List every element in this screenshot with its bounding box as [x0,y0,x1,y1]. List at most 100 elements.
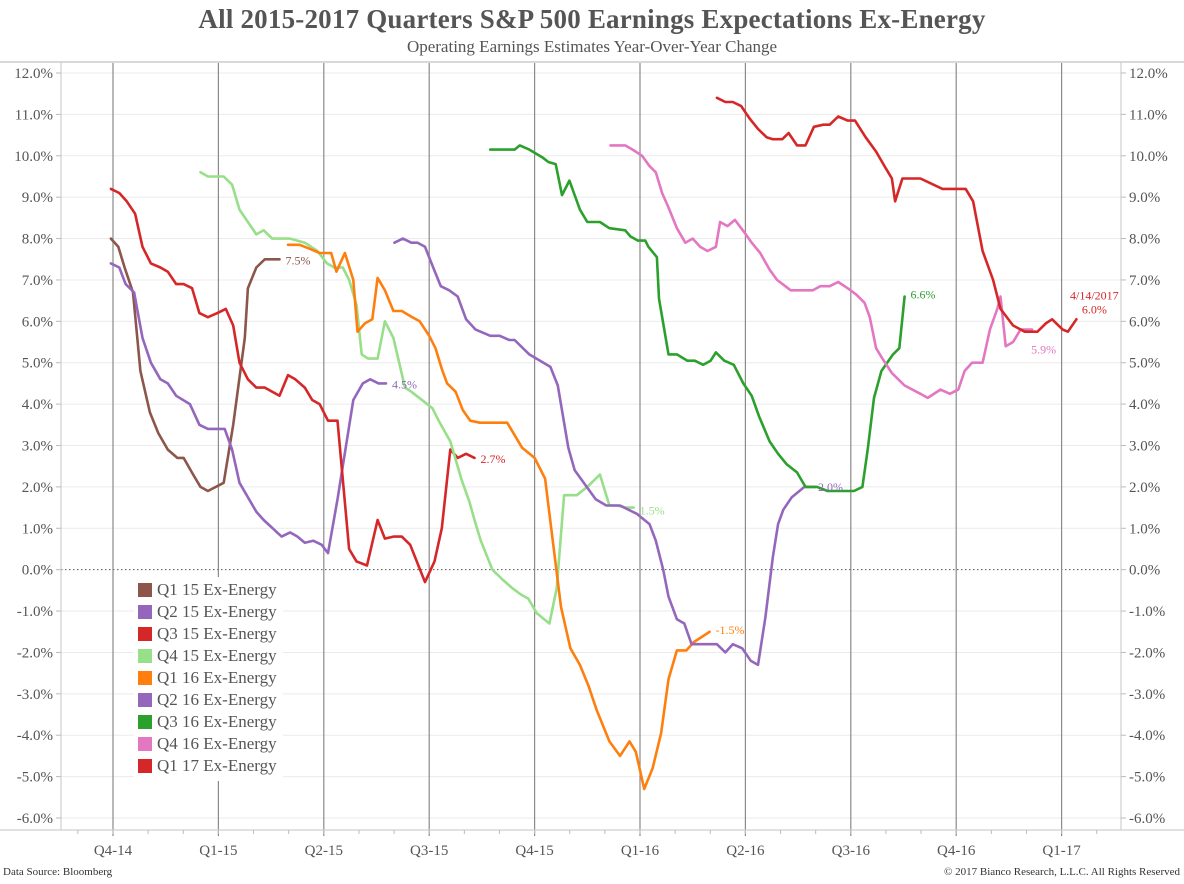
y-tick-label-right: 10.0% [1129,149,1168,165]
x-tick-label: Q3-15 [410,843,448,859]
y-tick-label-right: 2.0% [1129,480,1160,496]
x-tick-label: Q2-16 [726,843,765,859]
y-tick-label-right: 1.0% [1129,521,1160,537]
x-tick-label: Q1-15 [199,843,237,859]
x-tick-label: Q1-17 [1042,843,1081,859]
y-tick-label-right: 9.0% [1129,190,1160,206]
y-tick-label-left: 8.0% [22,232,53,248]
legend-label: Q4 16 Ex-Energy [157,734,277,753]
y-tick-label-left: 0.0% [22,563,53,579]
y-tick-label-right: 4.0% [1129,397,1160,413]
y-tick-label-right: 0.0% [1129,563,1160,579]
y-tick-label-right: -4.0% [1129,728,1165,744]
legend-label: Q1 15 Ex-Energy [157,580,277,599]
y-tick-label-right: 7.0% [1129,273,1160,289]
series-line-q4-15-ex-energy [199,171,636,625]
y-tick-label-right: -2.0% [1129,645,1165,661]
y-tick-label-right: 11.0% [1129,107,1167,123]
x-tick-label: Q4-15 [515,843,553,859]
legend-swatch [138,671,152,685]
legend-label: Q4 15 Ex-Energy [157,646,277,665]
y-tick-label-left: 1.0% [22,521,53,537]
legend-swatch [138,649,152,663]
legend-item: Q3 16 Ex-Energy [138,711,277,733]
y-tick-label-right: 6.0% [1129,314,1160,330]
legend-swatch [138,627,152,641]
end-value-label: 4.5% [392,377,417,391]
end-value-label: 6.0% [1082,302,1107,316]
y-tick-label-left: 7.0% [22,273,53,289]
legend-swatch [138,605,152,619]
y-tick-label-right: -1.0% [1129,604,1165,620]
end-value-label: 2.7% [481,452,506,466]
legend-label: Q1 17 Ex-Energy [157,756,277,775]
end-value-label: 2.0% [818,480,843,494]
legend-swatch [138,759,152,773]
legend-item: Q1 16 Ex-Energy [138,667,277,689]
series-line-q2-16-ex-energy [393,237,817,667]
legend-label: Q2 15 Ex-Energy [157,602,277,621]
y-tick-label-left: 4.0% [22,397,53,413]
series-line-q4-16-ex-energy [609,144,1034,400]
y-tick-label-left: -3.0% [17,687,53,703]
y-tick-label-right: -3.0% [1129,687,1165,703]
series-line-q3-15-ex-energy [109,187,476,584]
y-tick-label-left: -6.0% [17,811,53,827]
legend-swatch [138,737,152,751]
legend-label: Q2 16 Ex-Energy [157,690,277,709]
end-date-label: 4/14/2017 [1070,288,1119,302]
end-value-label: 5.9% [1031,343,1056,357]
y-tick-label-right: 12.0% [1129,66,1168,82]
y-tick-label-left: 11.0% [15,107,53,123]
series-line-q1-16-ex-energy [286,243,711,791]
x-tick-label: Q4-16 [937,843,976,859]
legend-swatch [138,693,152,707]
legend-item: Q4 15 Ex-Energy [138,645,277,667]
copyright-note: © 2017 Bianco Research, L.L.C. All Right… [944,866,1180,878]
y-tick-label-left: -5.0% [17,770,53,786]
y-tick-label-left: 9.0% [22,190,53,206]
legend-item: Q1 17 Ex-Energy [138,755,277,777]
series-line-q2-15-ex-energy [109,262,388,555]
legend-item: Q2 15 Ex-Energy [138,601,277,623]
legend-item: Q1 15 Ex-Energy [138,579,277,601]
series-line-q3-16-ex-energy [488,144,906,493]
y-tick-label-right: 3.0% [1129,439,1160,455]
data-labels: 7.5% 4.5% 2.7% 1.5% -1.5% 2.0% 6.6% 5.9% 6.0%4/1… [286,253,1119,637]
y-tick-label-right: 5.0% [1129,356,1160,372]
legend-item: Q4 16 Ex-Energy [138,733,277,755]
y-tick-label-left: 10.0% [14,149,53,165]
x-tick-label: Q2-15 [305,843,343,859]
y-tick-label-right: 8.0% [1129,232,1160,248]
legend: Q1 15 Ex-Energy Q2 15 Ex-Energy Q3 15 Ex-E… [134,577,283,781]
legend-swatch [138,715,152,729]
legend-label: Q1 16 Ex-Energy [157,668,277,687]
y-tick-label-left: -4.0% [17,728,53,744]
x-tick-label: Q3-16 [832,843,871,859]
y-tick-label-left: 3.0% [22,439,53,455]
end-value-label: -1.5% [716,623,745,637]
axes: 12.0% 12.0% 11.0% 11.0% 10.0% 10.0% 9.0% 9.0% 8.… [0,61,1184,859]
y-tick-label-left: -2.0% [17,645,53,661]
y-tick-label-left: 12.0% [14,66,53,82]
data-source-note: Data Source: Bloomberg [3,866,113,878]
end-value-label: 6.6% [911,288,936,302]
y-tick-label-left: 2.0% [22,480,53,496]
x-tick-label: Q4-14 [94,843,133,859]
end-value-label: 7.5% [286,253,311,267]
y-tick-label-left: 6.0% [22,314,53,330]
x-tick-label: Q1-16 [621,843,660,859]
chart-subtitle: Operating Earnings Estimates Year-Over-Y… [406,37,778,56]
grid-layer [61,72,1121,819]
y-tick-label-left: -1.0% [17,604,53,620]
y-tick-label-left: 5.0% [22,356,53,372]
legend-item: Q3 15 Ex-Energy [138,623,277,645]
series-layer [109,96,1078,791]
legend-label: Q3 15 Ex-Energy [157,624,277,643]
chart-title: All 2015-2017 Quarters S&P 500 Earnings … [198,4,986,34]
series-line-q1-17-ex-energy [715,96,1078,334]
y-tick-label-right: -6.0% [1129,811,1165,827]
legend-item: Q2 16 Ex-Energy [138,689,277,711]
legend-label: Q3 16 Ex-Energy [157,712,277,731]
